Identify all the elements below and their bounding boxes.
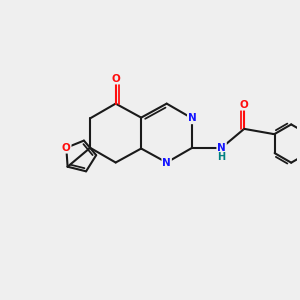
Text: O: O (62, 143, 71, 153)
Text: O: O (111, 74, 120, 84)
Text: O: O (240, 100, 248, 110)
Text: H: H (218, 152, 226, 162)
Text: N: N (162, 158, 171, 167)
Text: N: N (217, 143, 226, 153)
Text: N: N (188, 113, 197, 123)
